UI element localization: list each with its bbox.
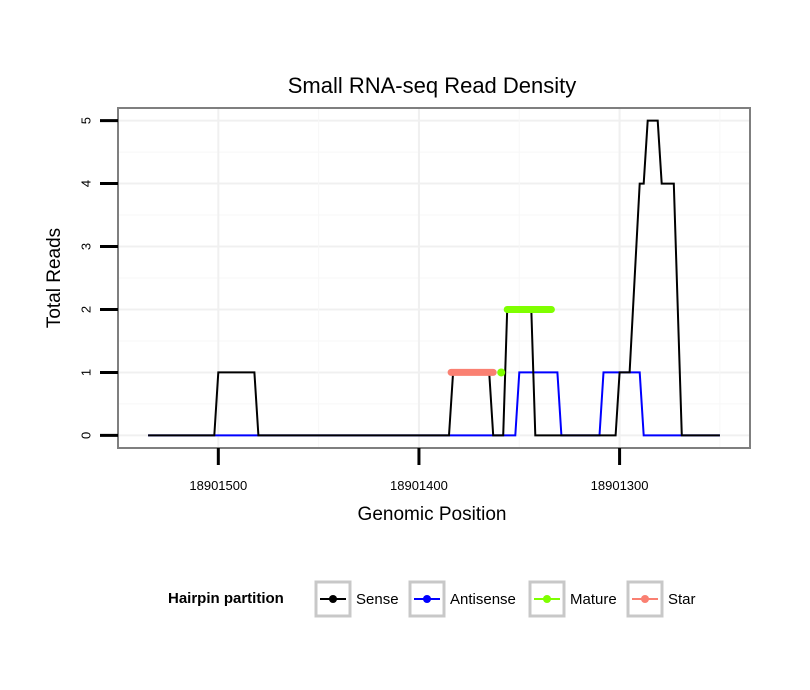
legend-title: Hairpin partition bbox=[168, 590, 284, 607]
legend-key-point-sense bbox=[329, 595, 337, 603]
legend-label-mature: Mature bbox=[570, 591, 617, 608]
y-tick-label: 4 bbox=[78, 180, 93, 187]
y-axis-title: Total Reads bbox=[44, 228, 65, 328]
y-tick-label: 3 bbox=[78, 243, 93, 250]
x-tick-label: 18901400 bbox=[390, 478, 448, 493]
x-tick-label: 18901500 bbox=[189, 478, 247, 493]
plot-border bbox=[117, 107, 751, 449]
legend: Hairpin partition Sense Antisense Mature St… bbox=[168, 580, 696, 618]
y-tick-label: 2 bbox=[78, 306, 93, 313]
x-axis: 18901500 18901400 18901300 bbox=[189, 448, 649, 493]
mature-point bbox=[497, 368, 506, 377]
legend-key-point-mature bbox=[543, 595, 551, 603]
y-axis: 0 1 2 3 4 5 bbox=[78, 117, 118, 439]
legend-label-star: Star bbox=[668, 591, 696, 608]
x-tick-label: 18901300 bbox=[591, 478, 649, 493]
x-axis-title: Genomic Position bbox=[358, 504, 507, 525]
legend-key-point-star bbox=[641, 595, 649, 603]
data-series bbox=[148, 119, 720, 437]
y-tick-label: 5 bbox=[78, 117, 93, 124]
sense-series-line bbox=[148, 119, 720, 437]
panel-frame bbox=[117, 107, 751, 449]
legend-label-antisense: Antisense bbox=[450, 591, 516, 608]
y-tick-label: 1 bbox=[78, 369, 93, 376]
legend-key-point-antisense bbox=[423, 595, 431, 603]
chart-title: Small RNA-seq Read Density bbox=[288, 73, 577, 98]
legend-label-sense: Sense bbox=[356, 591, 399, 608]
y-tick-label: 0 bbox=[78, 432, 93, 439]
